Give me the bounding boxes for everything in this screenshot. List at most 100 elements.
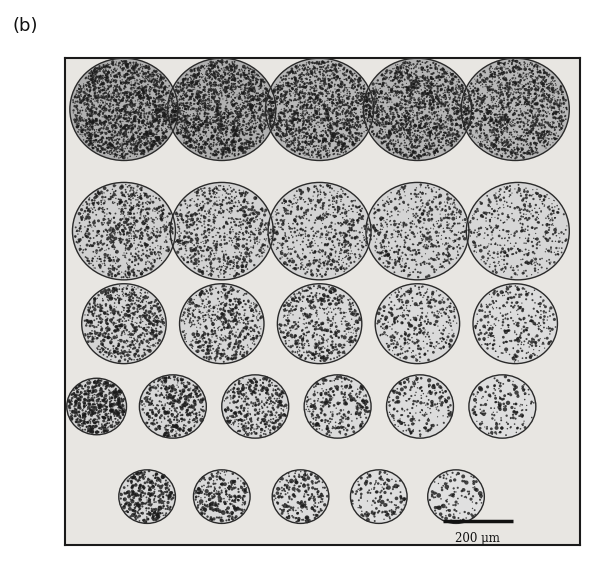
Point — [515, 118, 525, 127]
Point — [92, 382, 102, 391]
Point — [467, 229, 477, 238]
Point — [180, 135, 189, 144]
Point — [194, 139, 204, 148]
Point — [309, 227, 318, 236]
Point — [137, 486, 147, 495]
Point — [192, 136, 201, 146]
Point — [345, 241, 355, 250]
Point — [515, 88, 525, 98]
Point — [239, 189, 249, 198]
Point — [190, 66, 200, 76]
Point — [387, 207, 396, 217]
Point — [212, 505, 222, 514]
Point — [243, 138, 253, 147]
Point — [258, 133, 268, 142]
Point — [214, 186, 223, 195]
Point — [236, 109, 246, 118]
Point — [216, 240, 226, 249]
Point — [486, 300, 496, 309]
Point — [186, 340, 196, 350]
Point — [177, 393, 187, 403]
Point — [324, 83, 334, 93]
Point — [419, 115, 428, 124]
Point — [196, 106, 206, 115]
Point — [241, 325, 251, 334]
Point — [449, 136, 459, 146]
Point — [101, 316, 111, 325]
Point — [130, 269, 140, 279]
Point — [291, 73, 301, 83]
Point — [290, 90, 300, 100]
Point — [535, 342, 545, 351]
Point — [88, 384, 97, 393]
Point — [450, 236, 460, 246]
Point — [102, 411, 111, 420]
Point — [359, 104, 368, 113]
Point — [246, 335, 256, 344]
Point — [520, 225, 530, 234]
Point — [211, 283, 221, 293]
Point — [198, 395, 208, 404]
Point — [528, 148, 537, 158]
Point — [81, 73, 91, 82]
Point — [476, 90, 485, 100]
Point — [198, 287, 208, 296]
Point — [460, 218, 470, 228]
Point — [299, 82, 309, 91]
Point — [159, 402, 169, 411]
Point — [417, 72, 427, 81]
Point — [203, 59, 213, 68]
Point — [511, 409, 521, 418]
Point — [469, 94, 479, 104]
Point — [200, 227, 210, 236]
Point — [335, 94, 344, 103]
Point — [103, 269, 113, 278]
Point — [257, 76, 266, 85]
Point — [292, 342, 302, 352]
Point — [430, 311, 439, 321]
Point — [146, 194, 155, 204]
Point — [316, 343, 326, 353]
Point — [128, 339, 138, 349]
Point — [386, 304, 396, 313]
Point — [172, 411, 182, 420]
Point — [494, 384, 504, 393]
Point — [508, 132, 518, 141]
Point — [241, 139, 250, 148]
Point — [97, 343, 106, 353]
Point — [97, 412, 107, 421]
Point — [116, 79, 126, 88]
Point — [497, 68, 506, 77]
Point — [165, 384, 174, 393]
Point — [96, 261, 106, 271]
Point — [472, 100, 482, 109]
Point — [494, 428, 504, 437]
Point — [290, 317, 300, 327]
Circle shape — [428, 470, 484, 523]
Point — [530, 204, 540, 213]
Point — [143, 409, 152, 418]
Point — [291, 193, 301, 202]
Point — [105, 79, 115, 88]
Point — [537, 133, 547, 143]
Point — [119, 72, 129, 81]
Point — [533, 112, 543, 121]
Point — [88, 199, 98, 208]
Point — [354, 210, 364, 219]
Point — [204, 302, 214, 311]
Point — [165, 109, 175, 119]
Point — [206, 79, 216, 88]
Point — [325, 376, 335, 385]
Point — [382, 247, 391, 256]
Point — [426, 127, 436, 137]
Point — [126, 110, 136, 119]
Point — [243, 319, 253, 328]
Point — [391, 105, 401, 114]
Point — [463, 109, 473, 118]
Point — [223, 111, 233, 120]
Point — [301, 129, 311, 139]
Point — [276, 118, 286, 127]
Point — [315, 151, 324, 160]
Point — [197, 482, 207, 491]
Point — [212, 112, 221, 122]
